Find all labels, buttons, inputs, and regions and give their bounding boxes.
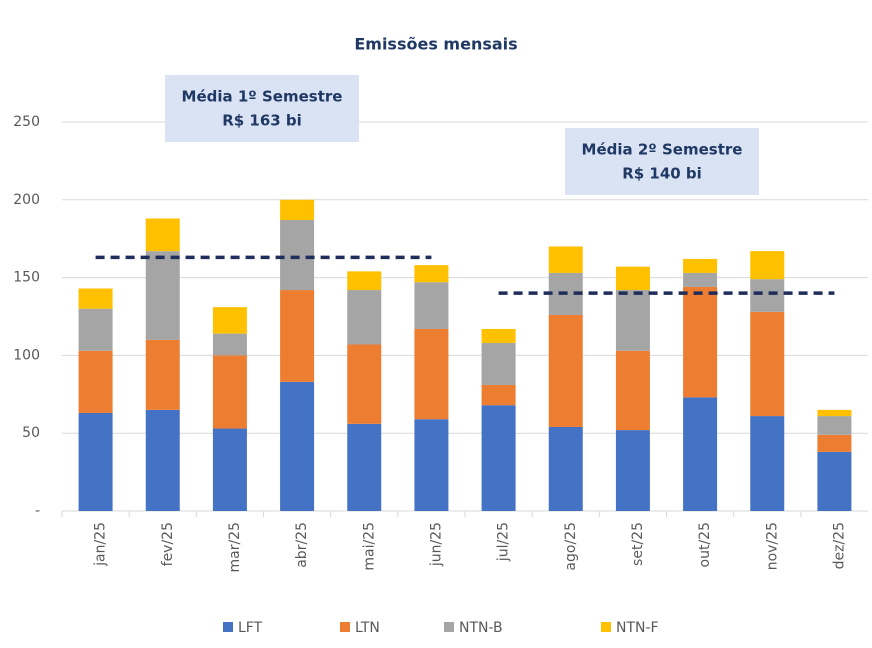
bar-segment	[683, 272, 718, 287]
bar-segment	[481, 384, 516, 406]
legend-swatch	[444, 622, 454, 632]
bar-segment	[212, 333, 247, 356]
y-tick-label: -	[35, 503, 40, 519]
bar-segment	[481, 342, 516, 385]
legend-label: LTN	[355, 620, 380, 636]
bar-segment	[212, 355, 247, 429]
x-tick-label: jun/25	[428, 522, 444, 567]
bar-segment	[347, 344, 382, 424]
annotation-text: Média 1º Semestre	[182, 88, 343, 106]
legend-swatch	[601, 622, 611, 632]
bar-segment	[750, 279, 785, 312]
bar-segment	[817, 416, 852, 435]
bar-segment	[615, 430, 650, 511]
legend-swatch	[340, 622, 350, 632]
bar-segment	[280, 381, 315, 511]
x-tick-label: jan/25	[93, 522, 109, 567]
bar-segment	[683, 286, 718, 398]
annotation-text: R$ 140 bi	[622, 165, 702, 183]
bar-segment	[414, 328, 449, 420]
bar-segment	[548, 426, 583, 511]
annotation-box	[165, 75, 359, 142]
bar-segment	[414, 282, 449, 329]
x-tick-label: nov/25	[764, 522, 780, 570]
bar-segment	[683, 397, 718, 511]
bar-segment	[212, 307, 247, 334]
bar-segment	[280, 290, 315, 382]
bar-segment	[212, 428, 247, 511]
x-tick-label: abr/25	[294, 522, 310, 568]
x-tick-label: jul/25	[496, 522, 512, 562]
legend-swatch	[223, 622, 233, 632]
bar-segment	[145, 409, 180, 511]
bar-segment	[78, 412, 113, 511]
bar-segment	[750, 311, 785, 417]
bar-segment	[615, 350, 650, 431]
bar-segment	[615, 266, 650, 291]
bar-segment	[78, 350, 113, 413]
y-tick-label: 100	[13, 347, 40, 363]
bar-segment	[817, 409, 852, 417]
bar-segment	[414, 265, 449, 283]
bar-segment	[145, 251, 180, 340]
x-tick-label: dez/25	[831, 522, 847, 569]
chart-title: Emissões mensais	[354, 35, 517, 54]
annotation-box	[565, 128, 759, 195]
bar-segment	[347, 271, 382, 291]
y-tick-label: 50	[22, 425, 40, 441]
annotation-text: R$ 163 bi	[222, 112, 302, 130]
bar-segment	[683, 258, 718, 273]
bar-segment	[414, 419, 449, 511]
x-tick-label: fev/25	[160, 522, 176, 566]
bar-segment	[78, 288, 113, 309]
annotation-text: Média 2º Semestre	[582, 141, 743, 159]
x-tick-label: set/25	[630, 522, 646, 566]
y-tick-label: 250	[13, 114, 40, 130]
y-tick-label: 200	[13, 192, 40, 208]
bar-segment	[548, 314, 583, 427]
bar-segment	[78, 308, 113, 351]
bar-segment	[750, 251, 785, 280]
legend-label: NTN-F	[616, 620, 659, 636]
bar-segment	[145, 339, 180, 410]
bar-segment	[481, 328, 516, 343]
x-tick-label: mar/25	[227, 522, 243, 573]
bar-segment	[817, 451, 852, 511]
bar-segment	[280, 199, 315, 221]
legend-label: LFT	[238, 620, 263, 636]
bar-segment	[750, 416, 785, 511]
bar-segment	[145, 218, 180, 252]
y-tick-label: 150	[13, 270, 40, 286]
bar-segment	[817, 434, 852, 452]
bar-segment	[280, 220, 315, 291]
x-tick-label: mai/25	[361, 522, 377, 571]
legend-label: NTN-B	[459, 620, 503, 636]
bar-segment	[615, 290, 650, 351]
bar-segment	[347, 290, 382, 345]
bar-segment	[548, 246, 583, 273]
bar-segment	[347, 423, 382, 511]
x-tick-label: ago/25	[563, 522, 579, 571]
x-tick-label: out/25	[697, 522, 713, 567]
bar-segment	[481, 405, 516, 511]
